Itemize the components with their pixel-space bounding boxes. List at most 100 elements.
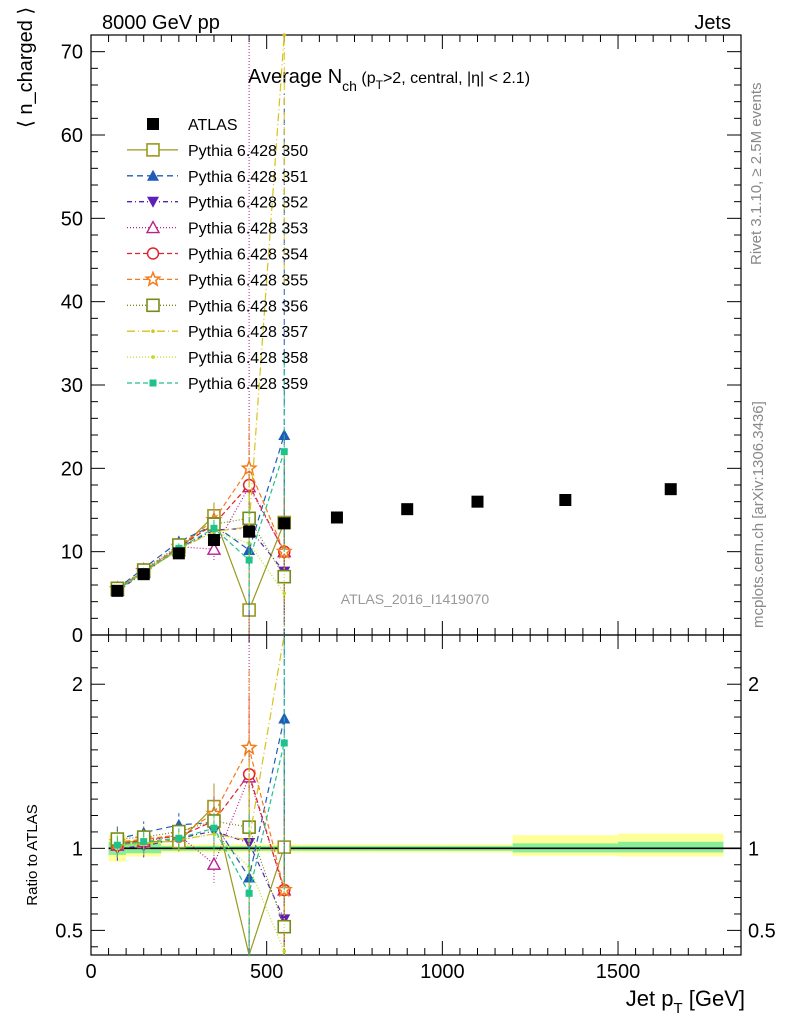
series-2 bbox=[111, 478, 291, 622]
ratio-series-1 bbox=[111, 635, 291, 955]
series-point bbox=[282, 33, 287, 37]
legend-marker bbox=[147, 169, 159, 181]
ratio-series-8 bbox=[115, 787, 287, 955]
x-tick-label: 0 bbox=[85, 961, 96, 983]
series-point bbox=[206, 541, 222, 555]
legend-label: Pythia 6.428 356 bbox=[188, 298, 308, 315]
plot-title: Average Nch (pT>2, central, |η| < 2.1) bbox=[248, 66, 530, 94]
mcplots-label: mcplots.cern.ch [arXiv:1306.3436] bbox=[750, 401, 767, 628]
main-y-tick-label: 30 bbox=[61, 375, 83, 397]
ratio-series-line bbox=[117, 634, 285, 846]
main-y-tick-label: 60 bbox=[61, 125, 83, 147]
svg-text:Average Nch (pT>2, central, |η: Average Nch (pT>2, central, |η| < 2.1) bbox=[248, 66, 530, 94]
ratio-series-3 bbox=[110, 635, 292, 955]
series-line bbox=[117, 531, 285, 594]
legend-label: Pythia 6.428 354 bbox=[188, 247, 308, 264]
ratio-y-tick-label: 1 bbox=[72, 838, 83, 860]
legend-marker bbox=[146, 298, 160, 313]
ratio-y-tick-label: 2 bbox=[72, 674, 83, 696]
ratio-series-point bbox=[140, 838, 148, 846]
title-rest2: >2, central, |η| < 2.1) bbox=[383, 70, 530, 87]
legend-marker bbox=[151, 329, 155, 334]
atlas-data bbox=[111, 483, 677, 597]
atlas-point bbox=[664, 483, 677, 496]
ratio-series-9 bbox=[113, 635, 288, 955]
series-point bbox=[240, 459, 258, 476]
ratio-frame bbox=[90, 634, 742, 956]
atlas-point bbox=[330, 511, 343, 524]
x-axis-label-rest: [GeV] bbox=[683, 986, 745, 1011]
atlas-point bbox=[278, 517, 291, 530]
main-y-tick-label: 40 bbox=[61, 292, 83, 314]
atlas-point bbox=[111, 584, 124, 597]
ratio-series-line bbox=[117, 805, 285, 958]
ratio-series-point bbox=[280, 739, 288, 747]
title-sub2: T bbox=[376, 78, 384, 92]
legend: ATLAS Pythia 6.428 350 Pythia 6.428 351 Pyt… bbox=[127, 117, 308, 393]
x-tick-label: 1000 bbox=[420, 961, 465, 983]
analysis-watermark: ATLAS_2016_I1419070 bbox=[341, 591, 490, 607]
series-point bbox=[278, 429, 291, 440]
legend-marker bbox=[145, 220, 161, 234]
series-6 bbox=[110, 468, 292, 627]
atlas-point bbox=[243, 525, 256, 538]
ratio-series-point bbox=[206, 856, 222, 870]
main-plot: 0 10 20 30 40 50 60 70 bbox=[61, 33, 742, 647]
x-tick-label: 1500 bbox=[596, 961, 641, 983]
ratio-series-point bbox=[212, 832, 216, 836]
ratio-y-tick-label-right: 0.5 bbox=[748, 920, 776, 942]
ratio-series-line bbox=[117, 772, 285, 891]
header-left: 8000 GeV pp bbox=[102, 12, 220, 34]
atlas-point bbox=[559, 494, 572, 506]
main-y-tick-label: 70 bbox=[61, 42, 83, 64]
x-axis-label-main: Jet p bbox=[626, 986, 674, 1011]
ratio-series-point bbox=[282, 949, 287, 954]
ratio-band-inner bbox=[618, 841, 724, 853]
ratio-series-7 bbox=[115, 634, 285, 920]
title-sub1: ch bbox=[342, 78, 357, 94]
header-right: Jets bbox=[694, 12, 731, 34]
legend-label: Pythia 6.428 358 bbox=[188, 350, 308, 367]
series-point bbox=[210, 524, 218, 532]
ratio-series-2 bbox=[111, 763, 291, 955]
series-point bbox=[282, 591, 287, 596]
ratio-series-point bbox=[175, 834, 183, 842]
ratio-y-tick-label-right: 2 bbox=[748, 674, 759, 696]
legend-label: Pythia 6.428 357 bbox=[188, 324, 308, 341]
ratio-y-tick-label-right: 1 bbox=[748, 838, 759, 860]
legend-marker bbox=[146, 247, 160, 260]
legend-marker bbox=[149, 379, 157, 387]
atlas-point bbox=[137, 568, 150, 581]
main-y-axis-label: ⟨ n_charged ⟩ bbox=[15, 7, 37, 128]
ratio-series-point bbox=[210, 824, 218, 832]
main-y-tick-label: 0 bbox=[72, 625, 83, 647]
main-y-tick-label: 10 bbox=[61, 542, 83, 564]
ratio-series-point bbox=[240, 738, 258, 756]
legend-marker-atlas bbox=[147, 118, 159, 130]
legend-label-atlas: ATLAS bbox=[188, 117, 238, 134]
legend-marker bbox=[146, 143, 160, 157]
legend-label: Pythia 6.428 352 bbox=[188, 195, 308, 212]
ratio-y-tick-label: 0.5 bbox=[55, 920, 83, 942]
title-main: Average N bbox=[248, 66, 342, 88]
rivet-label: Rivet 3.1.10, ≥ 2.5M events bbox=[748, 83, 765, 266]
series-point bbox=[245, 556, 253, 564]
legend-marker bbox=[144, 270, 162, 287]
series-point bbox=[277, 569, 292, 584]
x-axis-label: Jet pT [GeV] bbox=[626, 986, 745, 1017]
series-line bbox=[117, 527, 285, 592]
atlas-point bbox=[172, 547, 185, 560]
legend-marker bbox=[151, 355, 155, 359]
x-tick-label: 500 bbox=[250, 961, 283, 983]
atlas-point bbox=[207, 534, 220, 546]
legend-label: Pythia 6.428 355 bbox=[188, 272, 308, 289]
ratio-plot: 0.5 0.5 1 1 2 2 0 500 1000 1500 bbox=[55, 634, 776, 983]
legend-label: Pythia 6.428 353 bbox=[188, 221, 308, 238]
ratio-series-line bbox=[117, 742, 285, 895]
ratio-series-line bbox=[117, 746, 285, 891]
legend-label: Pythia 6.428 350 bbox=[188, 143, 308, 160]
ratio-series-point bbox=[113, 841, 121, 849]
title-rest1: (p bbox=[357, 70, 376, 87]
main-y-tick-label: 50 bbox=[61, 208, 83, 230]
